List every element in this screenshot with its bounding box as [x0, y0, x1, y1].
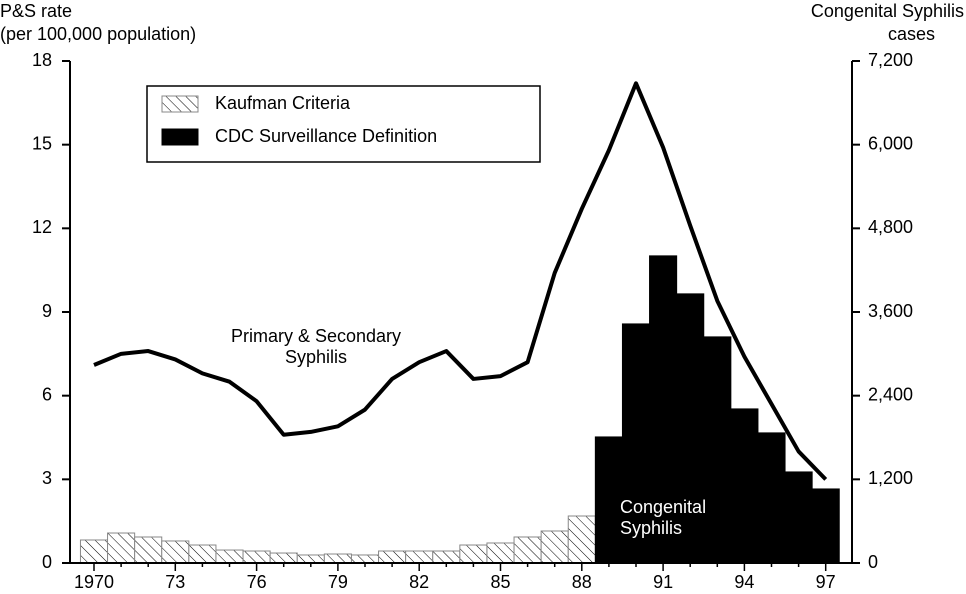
- bar: [134, 536, 163, 564]
- bar: [730, 408, 759, 564]
- y-tick-label: 9: [42, 301, 52, 321]
- bar: [459, 544, 488, 564]
- bar: [269, 552, 298, 564]
- y-tick-label: 6: [42, 384, 52, 404]
- bar: [757, 432, 786, 564]
- line: [93, 81, 828, 481]
- legend-swatch: [161, 128, 199, 146]
- legend-label: Kaufman Criteria: [215, 93, 351, 113]
- x-tick-label: 97: [816, 572, 836, 592]
- bar: [378, 550, 407, 564]
- bar: [242, 550, 271, 564]
- bar: [703, 336, 732, 564]
- y2-tick-label: 0: [868, 552, 878, 572]
- bar: [188, 544, 217, 564]
- x-tick-label: 73: [165, 572, 185, 592]
- y-axis-title: (per 100,000 population): [0, 24, 196, 44]
- x-tick-label: 1970: [74, 572, 114, 592]
- y-axis-title: P&S rate: [0, 1, 72, 21]
- y2-tick-label: 6,000: [868, 133, 913, 153]
- bar: [649, 255, 678, 564]
- bar: [107, 532, 136, 564]
- y2-axis-title: Congenital Syphilis: [811, 1, 964, 21]
- y2-tick-label: 7,200: [868, 50, 913, 70]
- annotation: Primary & Secondary: [231, 326, 401, 346]
- annotation: Congenital: [620, 497, 706, 517]
- bar: [215, 549, 244, 564]
- y2-tick-label: 3,600: [868, 301, 913, 321]
- y-tick-label: 0: [42, 552, 52, 572]
- annotation: Syphilis: [620, 518, 682, 538]
- y2-axis-title: cases: [888, 24, 935, 44]
- bar: [540, 530, 569, 564]
- bar: [323, 553, 352, 564]
- y2-tick-label: 1,200: [868, 468, 913, 488]
- bar: [350, 554, 380, 564]
- bar: [432, 550, 461, 564]
- bar: [811, 488, 840, 564]
- annotation: Syphilis: [285, 347, 347, 367]
- y-tick-label: 15: [32, 133, 52, 153]
- legend-swatch: [161, 95, 199, 113]
- x-tick-label: 85: [490, 572, 510, 592]
- y2-tick-label: 2,400: [868, 384, 913, 404]
- x-tick-label: 82: [409, 572, 429, 592]
- bar: [513, 536, 542, 564]
- bar: [79, 539, 109, 564]
- legend-box: [146, 85, 541, 163]
- legend-label: CDC Surveillance Definition: [215, 126, 437, 146]
- bar: [676, 293, 705, 564]
- y2-tick-label: 4,800: [868, 217, 913, 237]
- bar: [405, 550, 434, 564]
- bar: [621, 323, 651, 564]
- bar: [296, 554, 325, 564]
- x-tick-label: 88: [572, 572, 592, 592]
- x-tick-label: 91: [653, 572, 673, 592]
- y-tick-label: 18: [32, 50, 52, 70]
- bar: [784, 471, 813, 564]
- bar: [161, 540, 190, 564]
- bar: [594, 436, 623, 564]
- y-tick-label: 12: [32, 217, 52, 237]
- bar: [567, 515, 596, 564]
- x-tick-label: 94: [734, 572, 754, 592]
- x-tick-label: 79: [328, 572, 348, 592]
- bar: [486, 542, 515, 564]
- x-tick-label: 76: [247, 572, 267, 592]
- y-tick-label: 3: [42, 468, 52, 488]
